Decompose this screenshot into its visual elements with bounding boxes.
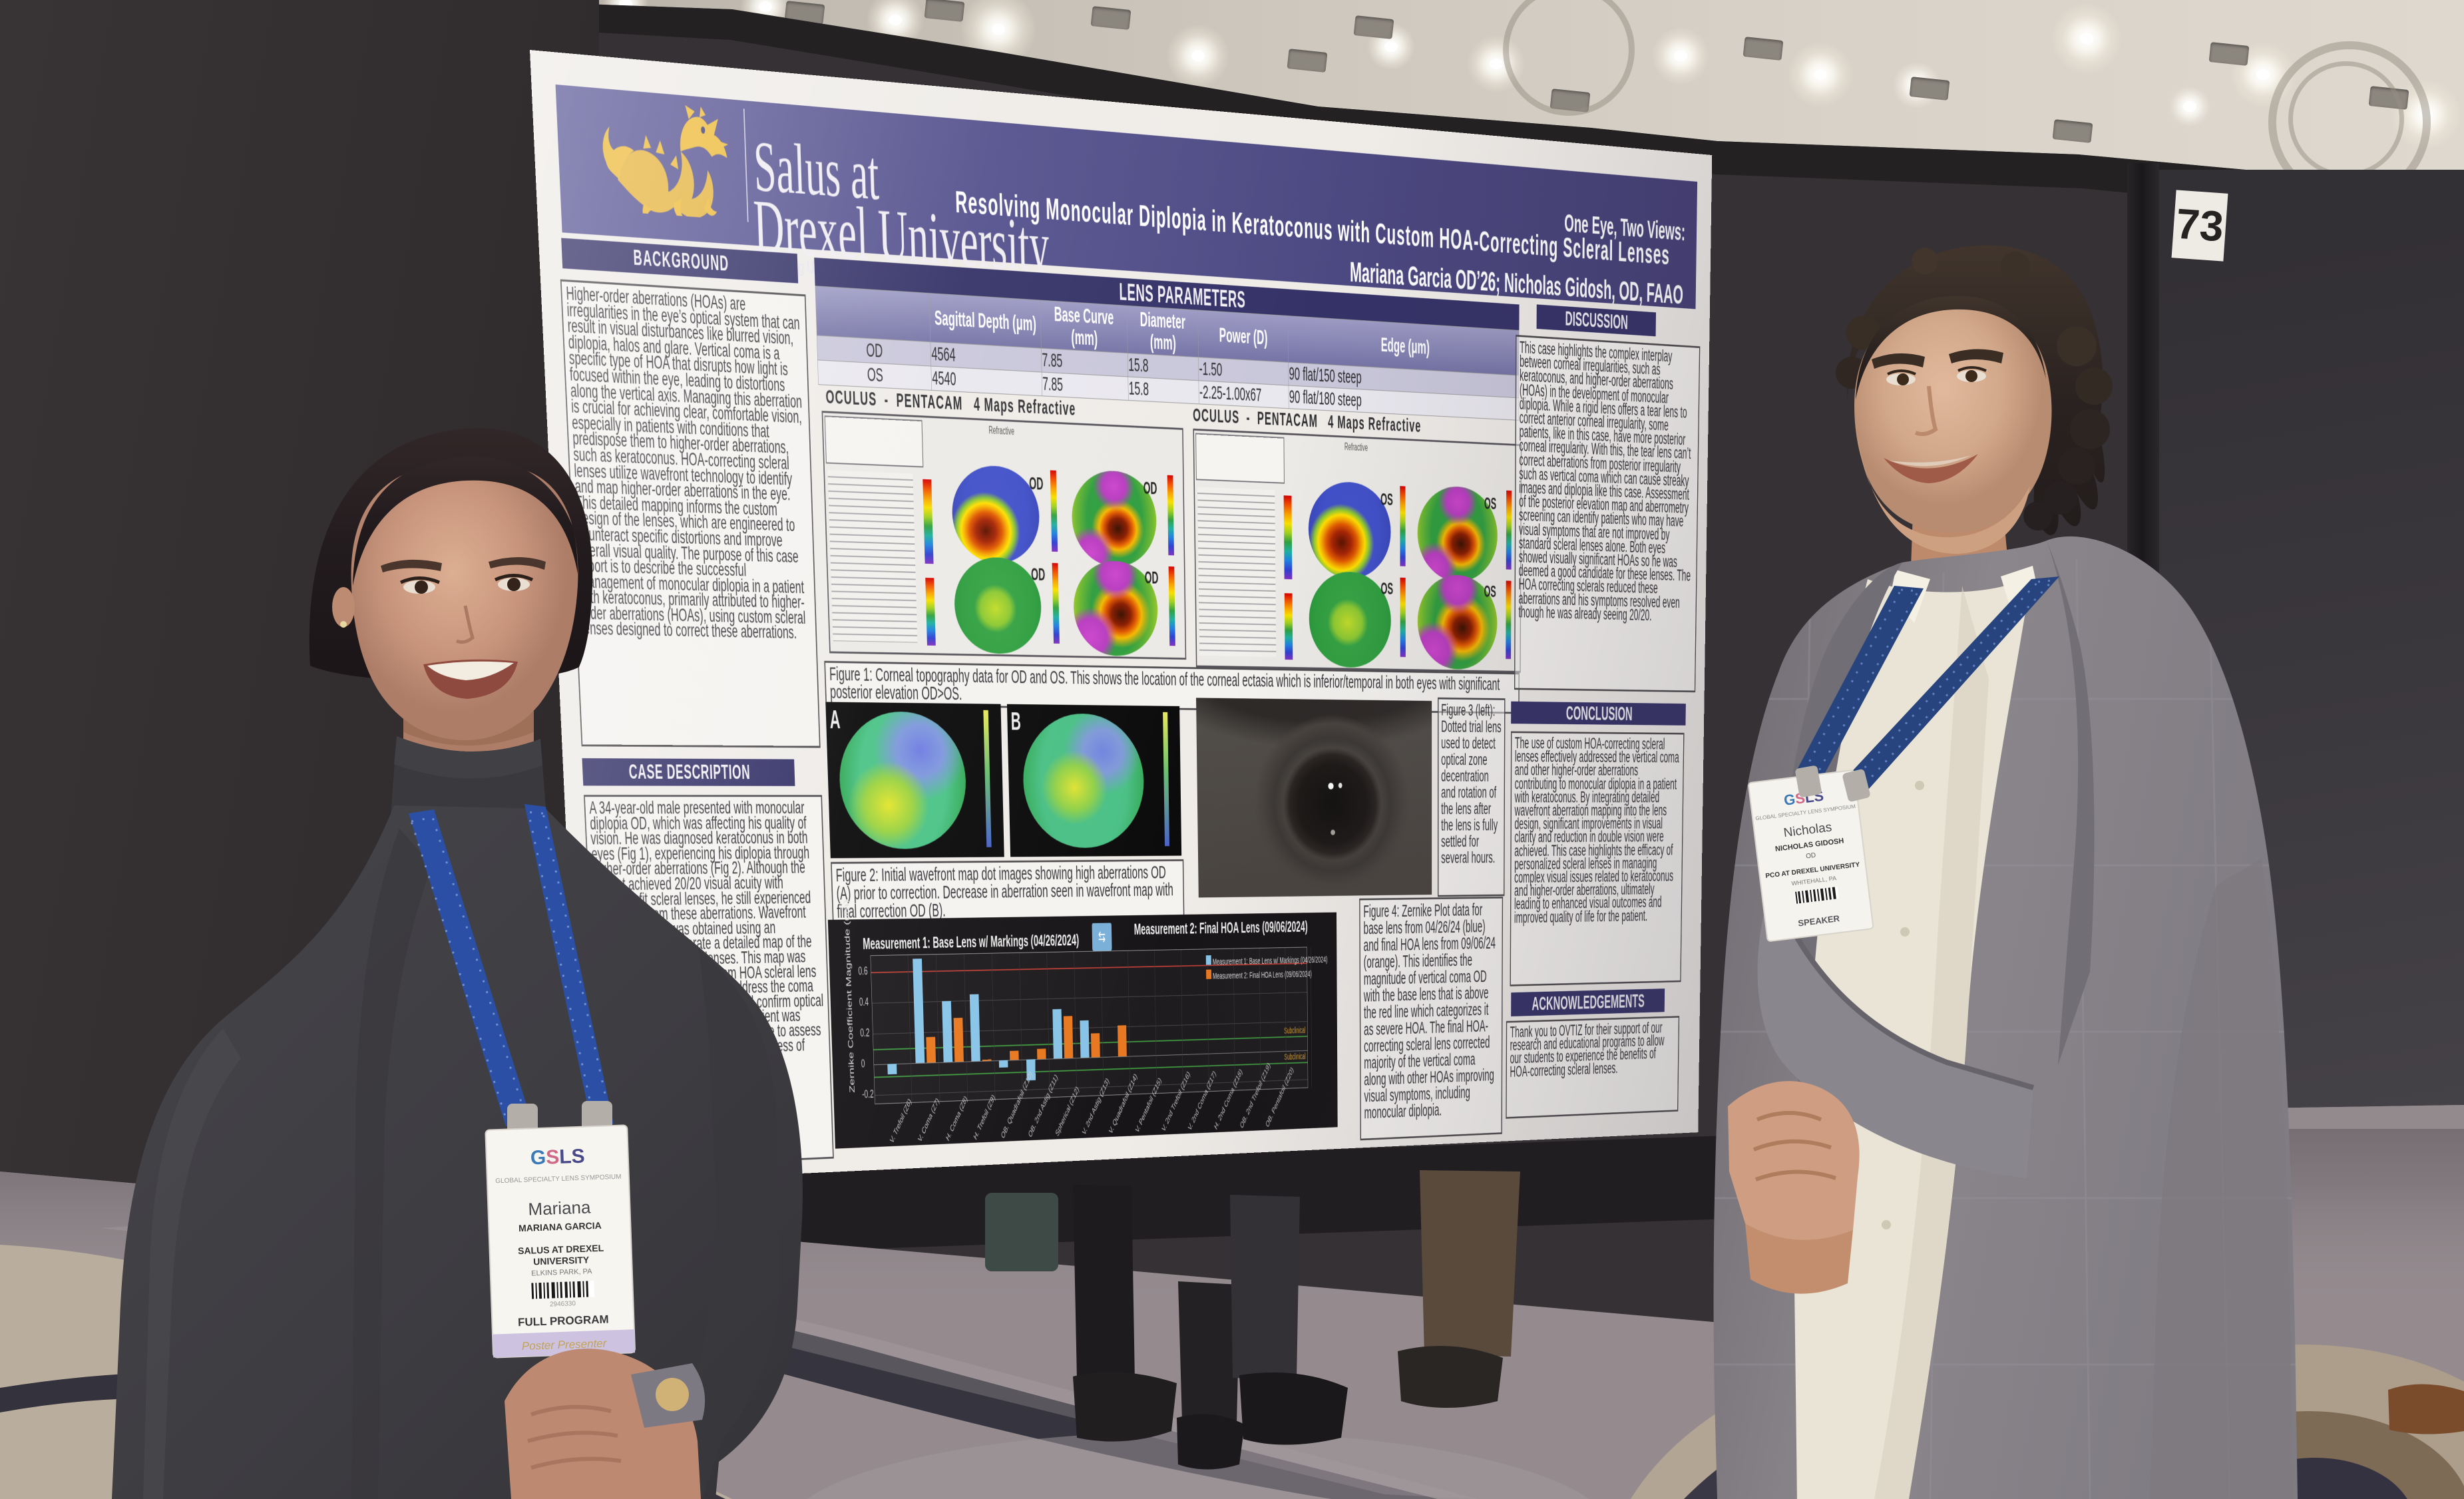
svg-text:SALUS AT DREXEL: SALUS AT DREXEL: [518, 1243, 604, 1257]
svg-text:Poster Presenter: Poster Presenter: [522, 1337, 608, 1353]
svg-text:FULL PROGRAM: FULL PROGRAM: [518, 1313, 609, 1329]
svg-text:Mariana: Mariana: [528, 1197, 591, 1219]
svg-text:ELKINS PARK, PA: ELKINS PARK, PA: [531, 1267, 592, 1277]
svg-text:MARIANA GARCIA: MARIANA GARCIA: [518, 1220, 602, 1233]
svg-text:GSLS: GSLS: [530, 1146, 585, 1170]
svg-text:UNIVERSITY: UNIVERSITY: [533, 1254, 590, 1267]
svg-text:OD: OD: [1806, 852, 1816, 861]
svg-text:2946330: 2946330: [550, 1300, 576, 1308]
